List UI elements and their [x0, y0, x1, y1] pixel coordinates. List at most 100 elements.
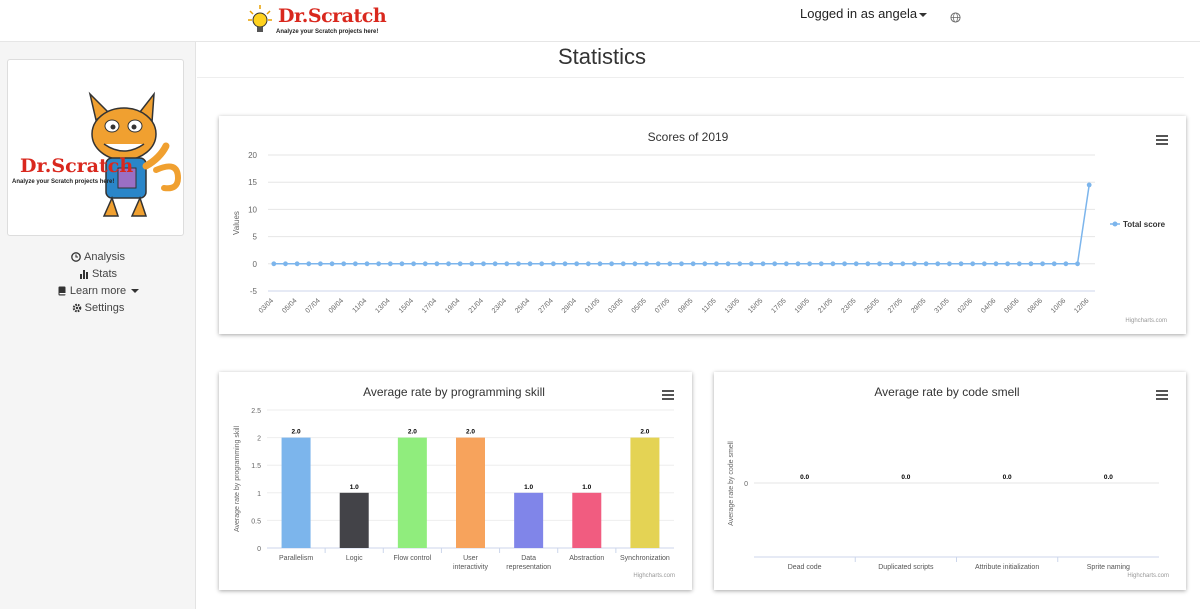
- data-point: [1040, 261, 1045, 267]
- y-tick-label: 0: [257, 546, 261, 553]
- x-tick-label: Parallelism: [279, 555, 313, 562]
- data-point: [970, 261, 976, 267]
- sidebar-item-label: Analysis: [84, 250, 125, 263]
- data-point: [306, 261, 312, 267]
- x-tick-label: 02/06: [957, 297, 974, 314]
- bar-value-label: 1.0: [582, 484, 591, 491]
- code-smell-bar-chart: Average rate by code smell 0 Average rate …: [728, 385, 1169, 579]
- x-tick-label: 25/04: [514, 297, 531, 314]
- chart-menu-icon[interactable]: [662, 390, 674, 400]
- chart-title: Average rate by programming skill: [363, 385, 545, 399]
- sidebar: Dr.Scratch Analyze your Scratch projects…: [0, 42, 196, 609]
- x-tick-label: 08/06: [1027, 297, 1044, 314]
- book-icon: [58, 286, 66, 295]
- code-smell-chart-card: Average rate by code smell 0 Average rate …: [714, 372, 1186, 590]
- data-point: [655, 261, 661, 267]
- x-tick-label: 03/04: [258, 297, 275, 314]
- data-point: [690, 261, 696, 267]
- data-point: [318, 261, 323, 267]
- data-point: [725, 261, 731, 267]
- x-tick-label: 25/05: [864, 297, 881, 314]
- scores-line-chart: Scores of 2019 -5 0 5 10 15 20 Values 03/04 05/04…: [232, 130, 1167, 324]
- x-tick-label: 13/04: [374, 297, 391, 314]
- sidebar-item-settings[interactable]: Settings: [0, 299, 196, 316]
- bar-value-label: 1.0: [524, 484, 533, 491]
- y-axis-label: Average rate by code smell: [728, 441, 735, 526]
- bar: [397, 437, 427, 548]
- data-point: [574, 261, 580, 267]
- programming-skill-chart-card: Average rate by programming skill 0 0.5 1 1.…: [219, 372, 692, 590]
- x-tick-label: 17/04: [421, 297, 438, 314]
- data-point: [993, 261, 999, 267]
- x-tick-label: 11/04: [351, 297, 368, 314]
- sidebar-item-learn-more[interactable]: Learn more: [0, 282, 196, 299]
- data-point: [446, 261, 451, 267]
- data-point: [935, 261, 941, 267]
- data-point: [1075, 261, 1080, 267]
- bar: [456, 437, 485, 548]
- data-point: [679, 261, 684, 267]
- x-tick-label: 21/05: [817, 297, 834, 314]
- sidebar-logo[interactable]: Dr.Scratch Analyze your Scratch projects…: [7, 59, 184, 236]
- data-point: [1005, 261, 1011, 267]
- x-tick-label: 29/04: [561, 297, 578, 314]
- chart-menu-icon[interactable]: [1156, 390, 1168, 400]
- x-tick-label: Logic: [346, 555, 363, 562]
- chart-credits: Highcharts.com: [1127, 573, 1169, 579]
- x-tick-label: 01/05: [584, 297, 601, 314]
- x-tick-label: 23/04: [491, 297, 508, 314]
- data-point: [1051, 261, 1057, 267]
- x-tick-label: representation: [506, 564, 551, 571]
- data-point: [877, 261, 882, 267]
- x-tick-label: Abstraction: [569, 555, 604, 562]
- sidebar-item-analysis[interactable]: Analysis: [0, 248, 196, 265]
- bar-value-label: 2.0: [292, 429, 301, 436]
- header-logo[interactable]: Dr.Scratch Analyze your Scratch projects…: [246, 3, 387, 39]
- sidebar-item-stats[interactable]: Stats: [0, 265, 196, 282]
- data-point: [609, 261, 615, 267]
- data-point: [597, 261, 603, 267]
- data-point: [539, 261, 545, 267]
- chart-title: Average rate by code smell: [874, 385, 1019, 399]
- bar: [281, 437, 311, 548]
- data-point: [294, 261, 300, 267]
- clock-icon: [71, 251, 81, 262]
- data-point: [422, 261, 428, 267]
- x-tick-label: 04/06: [980, 297, 997, 314]
- globe-icon[interactable]: [950, 12, 961, 23]
- x-tick-label: 17/05: [770, 297, 787, 314]
- data-point: [783, 261, 789, 267]
- title-divider: [197, 77, 1184, 78]
- data-point: [842, 261, 847, 267]
- bar-value-label: 1.0: [350, 484, 359, 491]
- y-tick-label: 0: [253, 260, 258, 269]
- x-tick-label: 13/05: [724, 297, 741, 314]
- data-point: [481, 261, 486, 267]
- data-point: [748, 261, 754, 267]
- y-tick-label: 0.5: [251, 518, 261, 525]
- bar-value-label: 0.0: [800, 474, 809, 481]
- data-point: [865, 261, 871, 267]
- data-point: [947, 261, 952, 267]
- bar-value-label: 2.0: [466, 429, 475, 436]
- logged-in-label: Logged in as angela: [800, 6, 918, 21]
- user-menu[interactable]: Logged in as angela: [800, 6, 928, 21]
- header-logo-text: Dr.Scratch: [278, 5, 387, 27]
- series-line-total-score: [273, 184, 1090, 265]
- lightbulb-icon: [248, 5, 272, 32]
- data-point: [550, 261, 556, 267]
- data-point: [853, 261, 859, 267]
- data-point: [620, 261, 626, 267]
- sidebar-item-label: Stats: [91, 267, 118, 280]
- x-tick-label: 21/04: [468, 297, 485, 314]
- data-point: [795, 261, 801, 267]
- data-point: [283, 261, 288, 267]
- programming-skill-bar-chart: Average rate by programming skill 0 0.5 1 1.…: [234, 385, 675, 579]
- header-logo-tagline: Analyze your Scratch projects here!: [276, 29, 379, 35]
- chart-menu-icon[interactable]: [1156, 135, 1168, 145]
- data-point: [364, 261, 370, 267]
- bar-value-label: 2.0: [640, 429, 649, 436]
- legend-item-total-score: Total score: [1123, 220, 1166, 229]
- x-tick-label: Dead code: [788, 564, 822, 571]
- data-point: [1063, 261, 1069, 267]
